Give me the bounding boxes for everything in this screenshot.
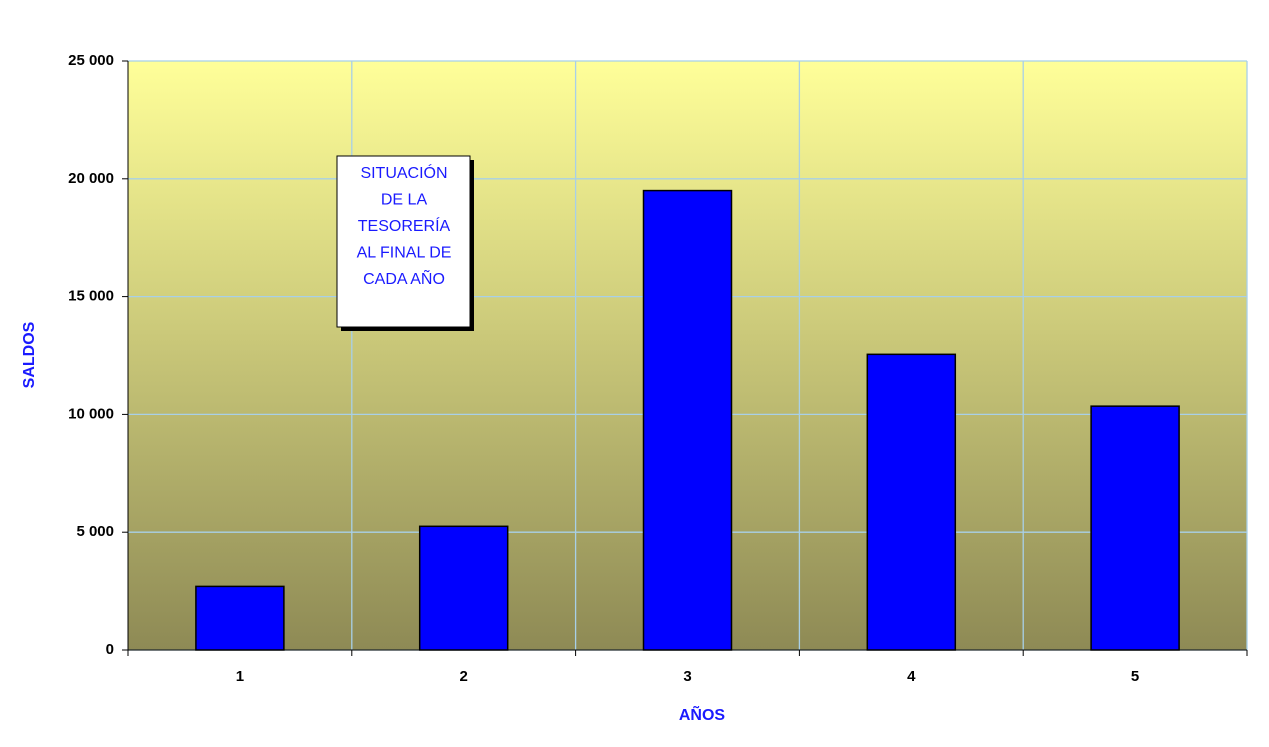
x-tick-label: 3 <box>683 668 691 685</box>
y-tick-label: 0 <box>106 641 114 658</box>
annotation-text: CADA AÑO <box>363 268 445 288</box>
y-tick-label: 5 000 <box>76 523 114 540</box>
annotation-text: AL FINAL DE <box>357 245 452 262</box>
bar <box>866 353 957 651</box>
bar <box>195 585 285 651</box>
annotation-box <box>336 155 471 328</box>
x-axis-label: AÑOS <box>679 704 726 724</box>
x-tick-label: 2 <box>460 668 468 685</box>
bar <box>642 189 733 651</box>
x-tick-label: 5 <box>1131 668 1139 685</box>
x-tick-label: 4 <box>907 668 916 685</box>
y-tick-label: 10 000 <box>68 405 114 422</box>
annotation-text: SITUACIÓN <box>360 163 447 182</box>
y-tick-label: 20 000 <box>68 170 114 187</box>
y-tick-label: 25 000 <box>68 52 114 69</box>
annotation-text: DE LA <box>381 192 428 209</box>
bar <box>1090 405 1180 651</box>
bar <box>418 525 509 651</box>
y-axis-label: SALDOS <box>21 321 38 388</box>
y-tick-label: 15 000 <box>68 288 114 305</box>
annotation-text: TESORERÍA <box>358 216 451 235</box>
x-tick-label: 1 <box>236 668 244 685</box>
